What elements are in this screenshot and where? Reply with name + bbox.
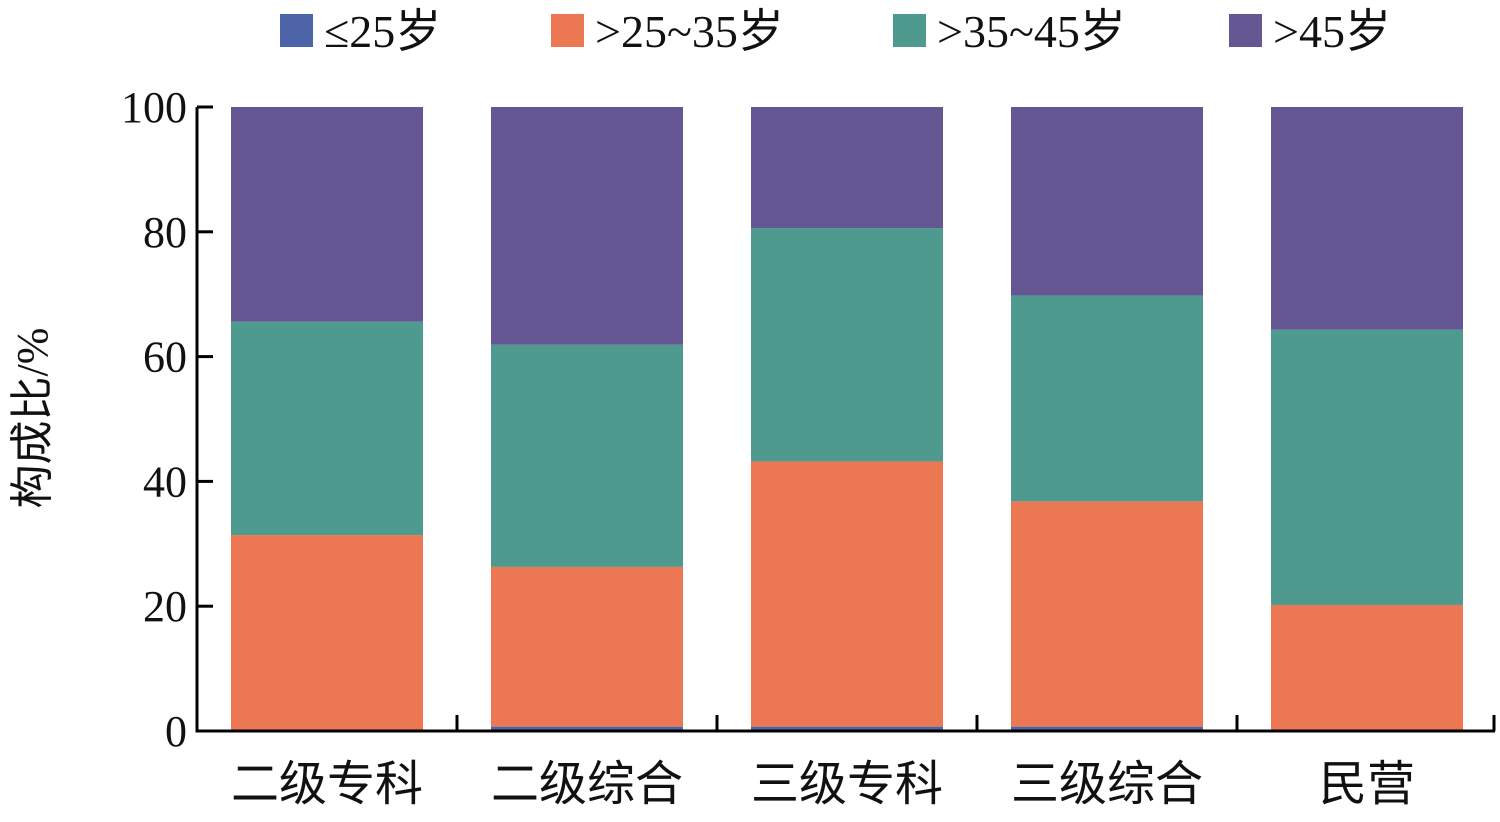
x-axis-category-labels: 二级专科 二级综合 三级专科 三级综合 民营: [231, 758, 1415, 811]
y-tick-label-60: 60: [143, 333, 187, 382]
bar-segment-item-4-series-1: [1271, 604, 1463, 731]
legend-swatch-series-2: [893, 14, 926, 47]
bar-segment-item-0-series-1: [231, 535, 423, 731]
x-category-label-0: 二级专科: [231, 758, 423, 811]
y-tick-label-80: 80: [143, 208, 187, 257]
bar-segment-item-3-series-2: [1011, 295, 1203, 502]
x-category-label-4: 民营: [1319, 758, 1415, 811]
legend-swatch-series-1: [551, 14, 584, 47]
y-axis-label: 构成比/%: [8, 328, 57, 509]
x-category-label-1: 二级综合: [491, 758, 683, 811]
bar-segment-item-4-series-3: [1271, 107, 1463, 330]
bar-segment-item-4-series-2: [1271, 329, 1463, 605]
y-tick-label-20: 20: [143, 582, 187, 631]
legend-label-series-3: >45岁: [1273, 6, 1391, 57]
bar-segment-item-3-series-3: [1011, 107, 1203, 296]
legend-label-series-0: ≤25岁: [324, 6, 441, 57]
legend-label-series-1: >25~35岁: [595, 6, 784, 57]
y-axis-ticks: 0 20 40 60 80 100: [121, 83, 213, 756]
bar-segment-item-0-series-2: [231, 321, 423, 536]
legend-swatch-series-0: [280, 14, 313, 47]
bars: [231, 107, 1463, 731]
legend: ≤25岁 >25~35岁 >35~45岁 >45岁: [280, 6, 1391, 57]
bar-segment-item-2-series-3: [751, 107, 943, 229]
legend-label-series-2: >35~45岁: [937, 6, 1126, 57]
bar-segment-item-2-series-0: [751, 726, 943, 731]
bar-segment-item-3-series-1: [1011, 501, 1203, 727]
y-tick-label-0: 0: [165, 707, 187, 756]
bar-segment-item-3-series-0: [1011, 726, 1203, 731]
bar-segment-item-1-series-0: [491, 726, 683, 731]
bar-segment-item-2-series-2: [751, 228, 943, 462]
y-tick-label-40: 40: [143, 457, 187, 506]
bar-segment-item-1-series-1: [491, 566, 683, 727]
legend-swatch-series-3: [1229, 14, 1262, 47]
bar-segment-item-1-series-2: [491, 344, 683, 567]
bar-segment-item-0-series-3: [231, 107, 423, 322]
x-category-label-2: 三级专科: [751, 758, 943, 811]
x-category-label-3: 三级综合: [1011, 758, 1203, 811]
bar-segment-item-1-series-3: [491, 107, 683, 345]
bar-segment-item-2-series-1: [751, 461, 943, 727]
axes: [195, 107, 1496, 733]
y-axis-label-group: 构成比/%: [8, 328, 57, 509]
y-tick-label-100: 100: [121, 83, 187, 132]
